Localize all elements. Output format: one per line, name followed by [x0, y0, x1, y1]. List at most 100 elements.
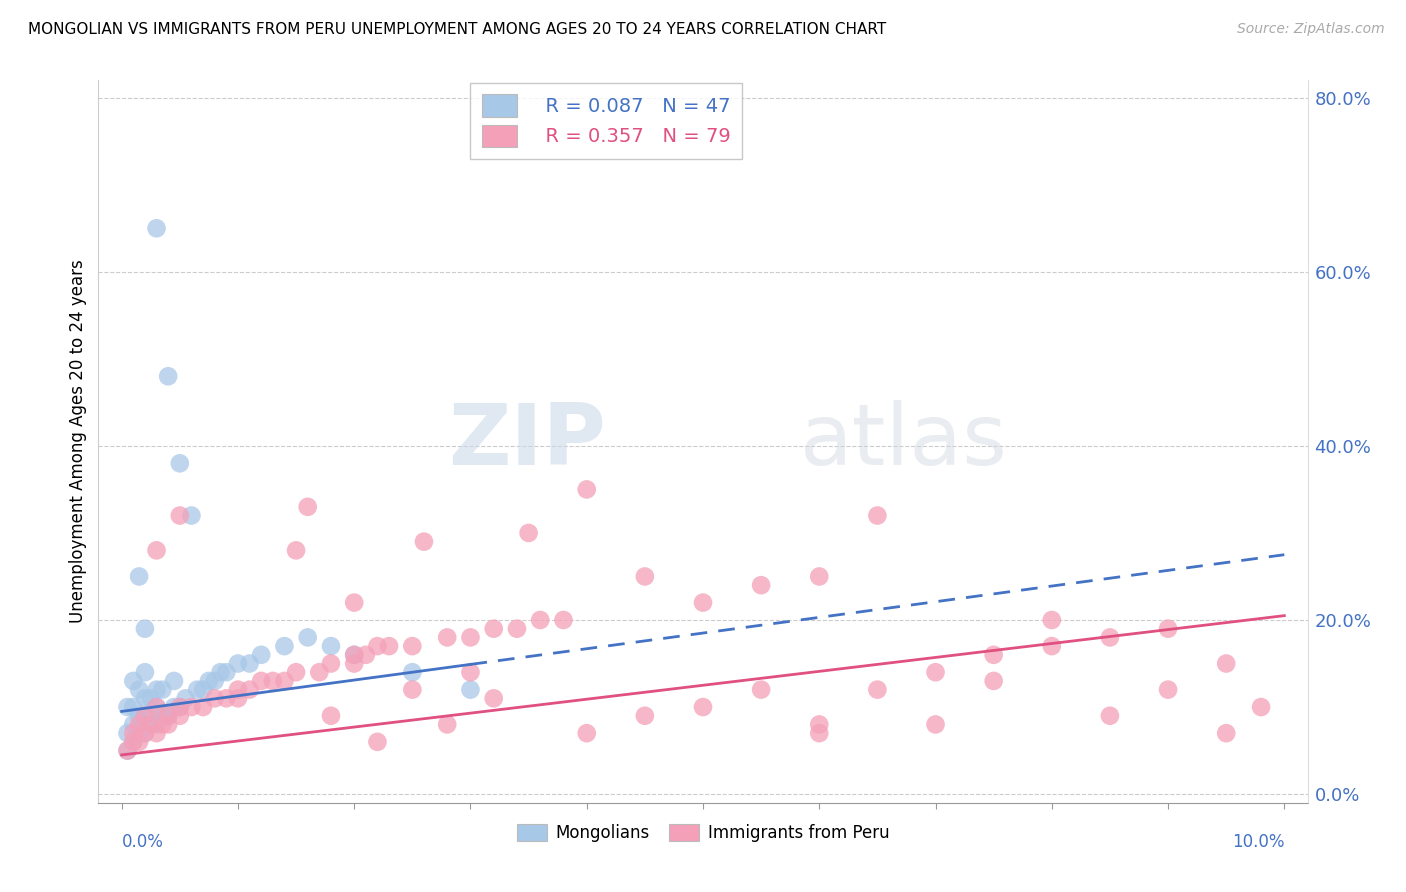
Point	[169, 456, 191, 470]
Point	[139, 691, 162, 706]
Point	[128, 717, 150, 731]
Point	[145, 717, 167, 731]
Point	[924, 717, 946, 731]
Point	[198, 673, 221, 688]
Point	[128, 708, 150, 723]
Point	[134, 708, 156, 723]
Point	[169, 508, 191, 523]
Point	[150, 717, 173, 731]
Point	[749, 682, 772, 697]
Point	[145, 700, 167, 714]
Point	[186, 682, 208, 697]
Point	[117, 743, 139, 757]
Point	[692, 596, 714, 610]
Point	[1215, 657, 1237, 671]
Point	[215, 691, 238, 706]
Point	[180, 700, 202, 714]
Point	[145, 726, 167, 740]
Point	[215, 665, 238, 680]
Point	[553, 613, 575, 627]
Point	[319, 657, 342, 671]
Point	[692, 700, 714, 714]
Point	[122, 700, 145, 714]
Point	[983, 648, 1005, 662]
Point	[226, 657, 249, 671]
Point	[343, 648, 366, 662]
Point	[209, 665, 232, 680]
Point	[250, 648, 273, 662]
Point	[204, 673, 226, 688]
Point	[191, 700, 214, 714]
Point	[150, 682, 173, 697]
Point	[343, 596, 366, 610]
Point	[529, 613, 551, 627]
Point	[866, 508, 889, 523]
Point	[436, 631, 458, 645]
Point	[226, 691, 249, 706]
Point	[226, 682, 249, 697]
Point	[150, 708, 173, 723]
Point	[128, 735, 150, 749]
Point	[808, 717, 831, 731]
Point	[285, 543, 308, 558]
Point	[354, 648, 377, 662]
Point	[517, 525, 540, 540]
Point	[169, 700, 191, 714]
Point	[634, 708, 657, 723]
Point	[866, 682, 889, 697]
Point	[134, 726, 156, 740]
Point	[401, 639, 423, 653]
Legend: Mongolians, Immigrants from Peru: Mongolians, Immigrants from Peru	[510, 817, 896, 848]
Point	[1040, 613, 1063, 627]
Point	[239, 657, 262, 671]
Point	[250, 673, 273, 688]
Point	[273, 639, 295, 653]
Point	[401, 665, 423, 680]
Point	[343, 657, 366, 671]
Point	[506, 622, 529, 636]
Point	[157, 708, 180, 723]
Point	[145, 543, 167, 558]
Point	[436, 717, 458, 731]
Point	[273, 673, 295, 688]
Point	[180, 508, 202, 523]
Point	[1040, 639, 1063, 653]
Point	[117, 726, 139, 740]
Point	[297, 631, 319, 645]
Point	[1098, 708, 1121, 723]
Point	[122, 726, 145, 740]
Point	[808, 569, 831, 583]
Point	[460, 682, 482, 697]
Point	[319, 639, 342, 653]
Text: Source: ZipAtlas.com: Source: ZipAtlas.com	[1237, 22, 1385, 37]
Point	[319, 708, 342, 723]
Point	[413, 534, 436, 549]
Point	[134, 708, 156, 723]
Text: ZIP: ZIP	[449, 400, 606, 483]
Point	[634, 569, 657, 583]
Point	[134, 691, 156, 706]
Point	[169, 700, 191, 714]
Point	[128, 682, 150, 697]
Text: 0.0%: 0.0%	[122, 833, 163, 851]
Point	[134, 665, 156, 680]
Point	[139, 717, 162, 731]
Point	[482, 691, 505, 706]
Point	[366, 639, 388, 653]
Point	[308, 665, 330, 680]
Point	[157, 369, 180, 384]
Point	[575, 726, 598, 740]
Point	[145, 221, 167, 235]
Point	[1157, 622, 1180, 636]
Point	[983, 673, 1005, 688]
Point	[378, 639, 401, 653]
Point	[1215, 726, 1237, 740]
Text: MONGOLIAN VS IMMIGRANTS FROM PERU UNEMPLOYMENT AMONG AGES 20 TO 24 YEARS CORRELA: MONGOLIAN VS IMMIGRANTS FROM PERU UNEMPL…	[28, 22, 886, 37]
Point	[343, 648, 366, 662]
Point	[401, 682, 423, 697]
Point	[128, 726, 150, 740]
Point	[157, 717, 180, 731]
Point	[297, 500, 319, 514]
Point	[169, 708, 191, 723]
Point	[122, 717, 145, 731]
